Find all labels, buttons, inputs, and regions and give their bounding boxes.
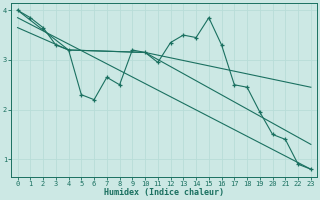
X-axis label: Humidex (Indice chaleur): Humidex (Indice chaleur): [104, 188, 224, 197]
